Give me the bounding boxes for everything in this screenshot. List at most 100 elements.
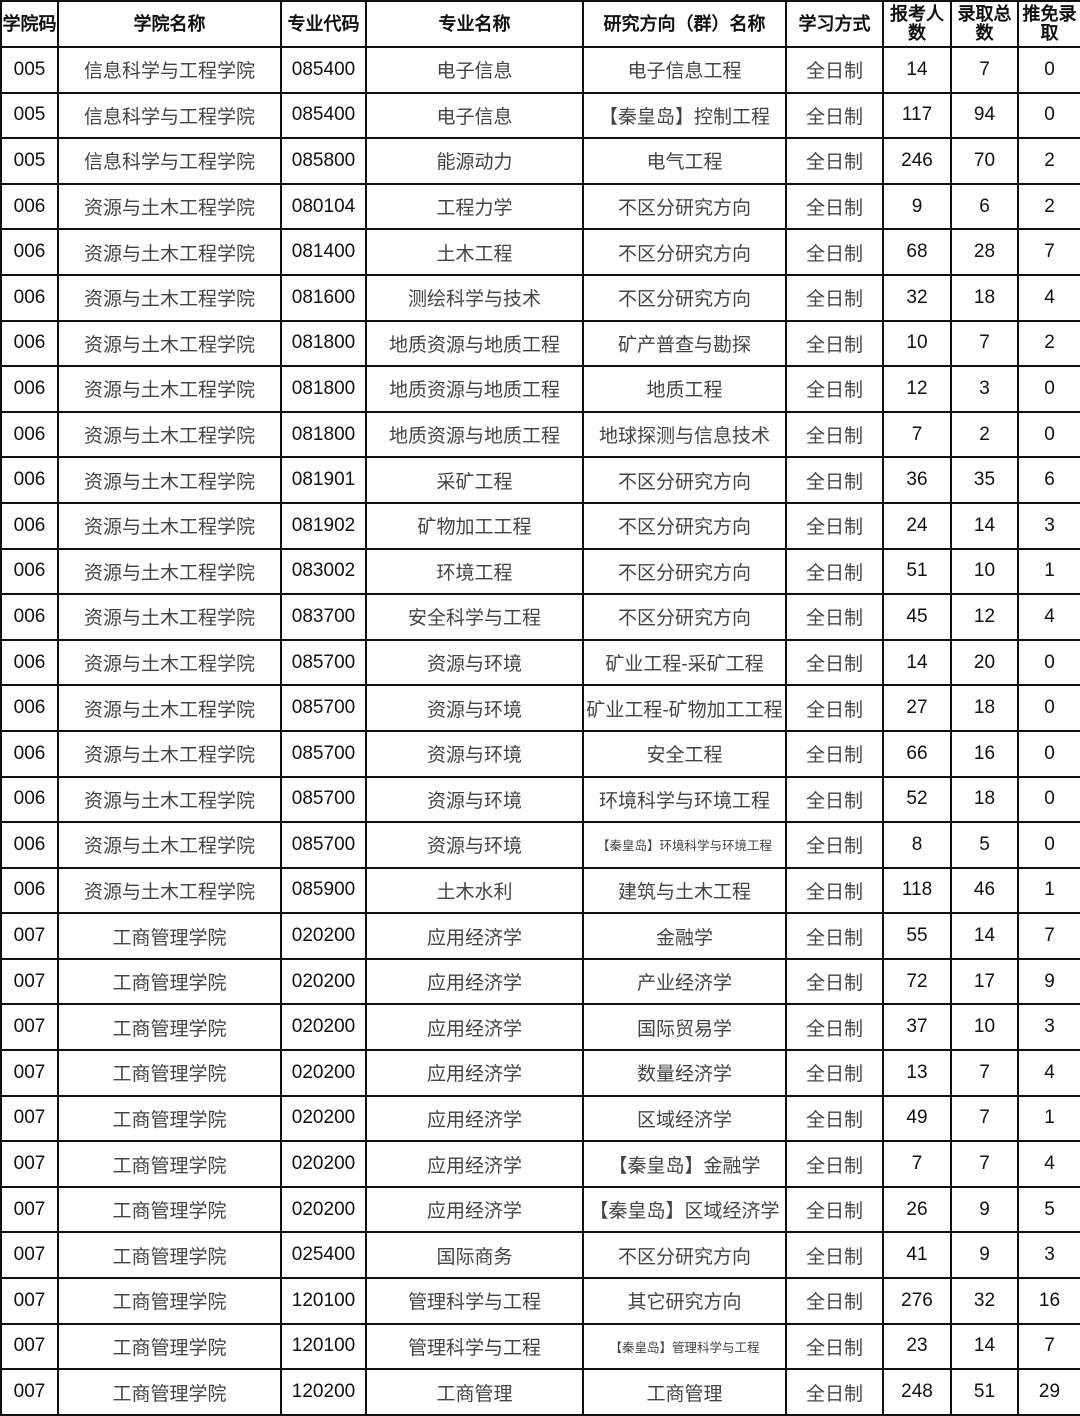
cell-research-direction: 不区分研究方向 [582, 273, 787, 322]
cell-research-direction: 地质工程 [582, 365, 787, 413]
cell-admitted-total: 17 [950, 957, 1019, 1006]
cell-college-code: 006 [0, 866, 59, 915]
cell-study-mode: 全日制 [785, 547, 884, 596]
cell-research-direction: 工商管理 [582, 1368, 787, 1416]
cell-applicants: 248 [882, 1368, 952, 1416]
cell-major-name: 工商管理 [365, 1368, 584, 1416]
cell-exempt-admitted: 4 [1017, 273, 1080, 322]
cell-college-name: 工商管理学院 [57, 912, 282, 960]
header-research-direction: 研究方向（群）名称 [582, 0, 787, 48]
cell-college-name: 工商管理学院 [57, 1094, 282, 1143]
cell-major-name: 工程力学 [365, 182, 584, 231]
cell-admitted-total: 12 [950, 593, 1019, 641]
cell-exempt-admitted: 1 [1017, 547, 1080, 596]
cell-major-name: 应用经济学 [365, 1140, 584, 1188]
cell-major-code: 020200 [280, 1094, 367, 1143]
cell-major-code: 081800 [280, 365, 367, 413]
cell-major-code: 020200 [280, 912, 367, 960]
cell-major-name: 资源与环境 [365, 684, 584, 732]
cell-college-name: 资源与土木工程学院 [57, 456, 282, 504]
cell-major-code: 081600 [280, 273, 367, 322]
cell-major-code: 085700 [280, 638, 367, 687]
cell-major-name: 土木水利 [365, 866, 584, 915]
cell-major-code: 085700 [280, 821, 367, 869]
cell-applicants: 276 [882, 1277, 952, 1325]
cell-study-mode: 全日制 [785, 684, 884, 732]
cell-research-direction: 不区分研究方向 [582, 182, 787, 231]
cell-college-name: 资源与土木工程学院 [57, 821, 282, 869]
cell-applicants: 7 [882, 410, 952, 459]
cell-major-code: 085800 [280, 137, 367, 185]
cell-admitted-total: 7 [950, 46, 1019, 94]
cell-college-code: 006 [0, 501, 59, 550]
cell-college-name: 信息科学与工程学院 [57, 46, 282, 94]
cell-major-code: 120200 [280, 1368, 367, 1416]
cell-college-code: 006 [0, 273, 59, 322]
cell-research-direction: 【秦皇岛】管理科学与工程 [582, 1322, 787, 1371]
cell-college-name: 资源与土木工程学院 [57, 182, 282, 231]
cell-study-mode: 全日制 [785, 456, 884, 504]
cell-applicants: 27 [882, 684, 952, 732]
cell-study-mode: 全日制 [785, 1322, 884, 1371]
cell-major-code: 120100 [280, 1277, 367, 1325]
cell-major-code: 020200 [280, 1140, 367, 1188]
cell-college-code: 006 [0, 319, 59, 368]
cell-college-name: 资源与土木工程学院 [57, 684, 282, 732]
cell-research-direction: 矿业工程-采矿工程 [582, 638, 787, 687]
cell-study-mode: 全日制 [785, 638, 884, 687]
cell-major-name: 管理科学与工程 [365, 1277, 584, 1325]
cell-college-code: 007 [0, 1003, 59, 1052]
cell-study-mode: 全日制 [785, 365, 884, 413]
cell-study-mode: 全日制 [785, 1049, 884, 1097]
cell-major-name: 地质资源与地质工程 [365, 319, 584, 368]
cell-college-name: 资源与土木工程学院 [57, 410, 282, 459]
table-row: 006 资源与土木工程学院 081600 测绘科学与技术 不区分研究方向 全日制 32 18 4 [0, 273, 1080, 322]
cell-major-code: 085900 [280, 866, 367, 915]
header-admitted-total: 录取总数 [950, 0, 1019, 48]
cell-admitted-total: 70 [950, 137, 1019, 185]
cell-college-name: 资源与土木工程学院 [57, 365, 282, 413]
cell-college-name: 资源与土木工程学院 [57, 319, 282, 368]
cell-admitted-total: 94 [950, 91, 1019, 140]
cell-college-code: 007 [0, 1140, 59, 1188]
table-row: 005 信息科学与工程学院 085800 能源动力 电气工程 全日制 246 70 2 [0, 137, 1080, 185]
cell-major-code: 083700 [280, 593, 367, 641]
cell-major-name: 地质资源与地质工程 [365, 365, 584, 413]
cell-research-direction: 【秦皇岛】金融学 [582, 1140, 787, 1188]
cell-major-code: 081902 [280, 501, 367, 550]
cell-college-code: 006 [0, 547, 59, 596]
cell-college-code: 007 [0, 1368, 59, 1416]
cell-exempt-admitted: 2 [1017, 182, 1080, 231]
cell-research-direction: 【秦皇岛】环境科学与环境工程 [582, 821, 787, 869]
cell-admitted-total: 16 [950, 729, 1019, 778]
cell-college-name: 资源与土木工程学院 [57, 775, 282, 824]
cell-study-mode: 全日制 [785, 410, 884, 459]
cell-college-code: 005 [0, 46, 59, 94]
cell-major-code: 085400 [280, 91, 367, 140]
cell-applicants: 13 [882, 1049, 952, 1097]
cell-applicants: 66 [882, 729, 952, 778]
cell-major-name: 电子信息 [365, 46, 584, 94]
cell-applicants: 246 [882, 137, 952, 185]
cell-admitted-total: 7 [950, 319, 1019, 368]
table-row: 007 工商管理学院 025400 国际商务 不区分研究方向 全日制 41 9 3 [0, 1231, 1080, 1280]
cell-admitted-total: 7 [950, 1049, 1019, 1097]
cell-major-code: 081400 [280, 228, 367, 276]
cell-admitted-total: 7 [950, 1094, 1019, 1143]
cell-college-name: 工商管理学院 [57, 1277, 282, 1325]
header-row: 学院码 学院名称 专业代码 专业名称 研究方向（群）名称 学习方式 报考人数 录… [0, 0, 1080, 48]
cell-admitted-total: 18 [950, 273, 1019, 322]
cell-admitted-total: 9 [950, 1185, 1019, 1234]
cell-study-mode: 全日制 [785, 593, 884, 641]
cell-major-name: 矿物加工工程 [365, 501, 584, 550]
cell-applicants: 51 [882, 547, 952, 596]
cell-admitted-total: 32 [950, 1277, 1019, 1325]
cell-applicants: 14 [882, 638, 952, 687]
cell-major-code: 085700 [280, 684, 367, 732]
cell-study-mode: 全日制 [785, 319, 884, 368]
cell-college-code: 007 [0, 1049, 59, 1097]
cell-college-name: 信息科学与工程学院 [57, 91, 282, 140]
cell-major-name: 资源与环境 [365, 638, 584, 687]
cell-study-mode: 全日制 [785, 1277, 884, 1325]
